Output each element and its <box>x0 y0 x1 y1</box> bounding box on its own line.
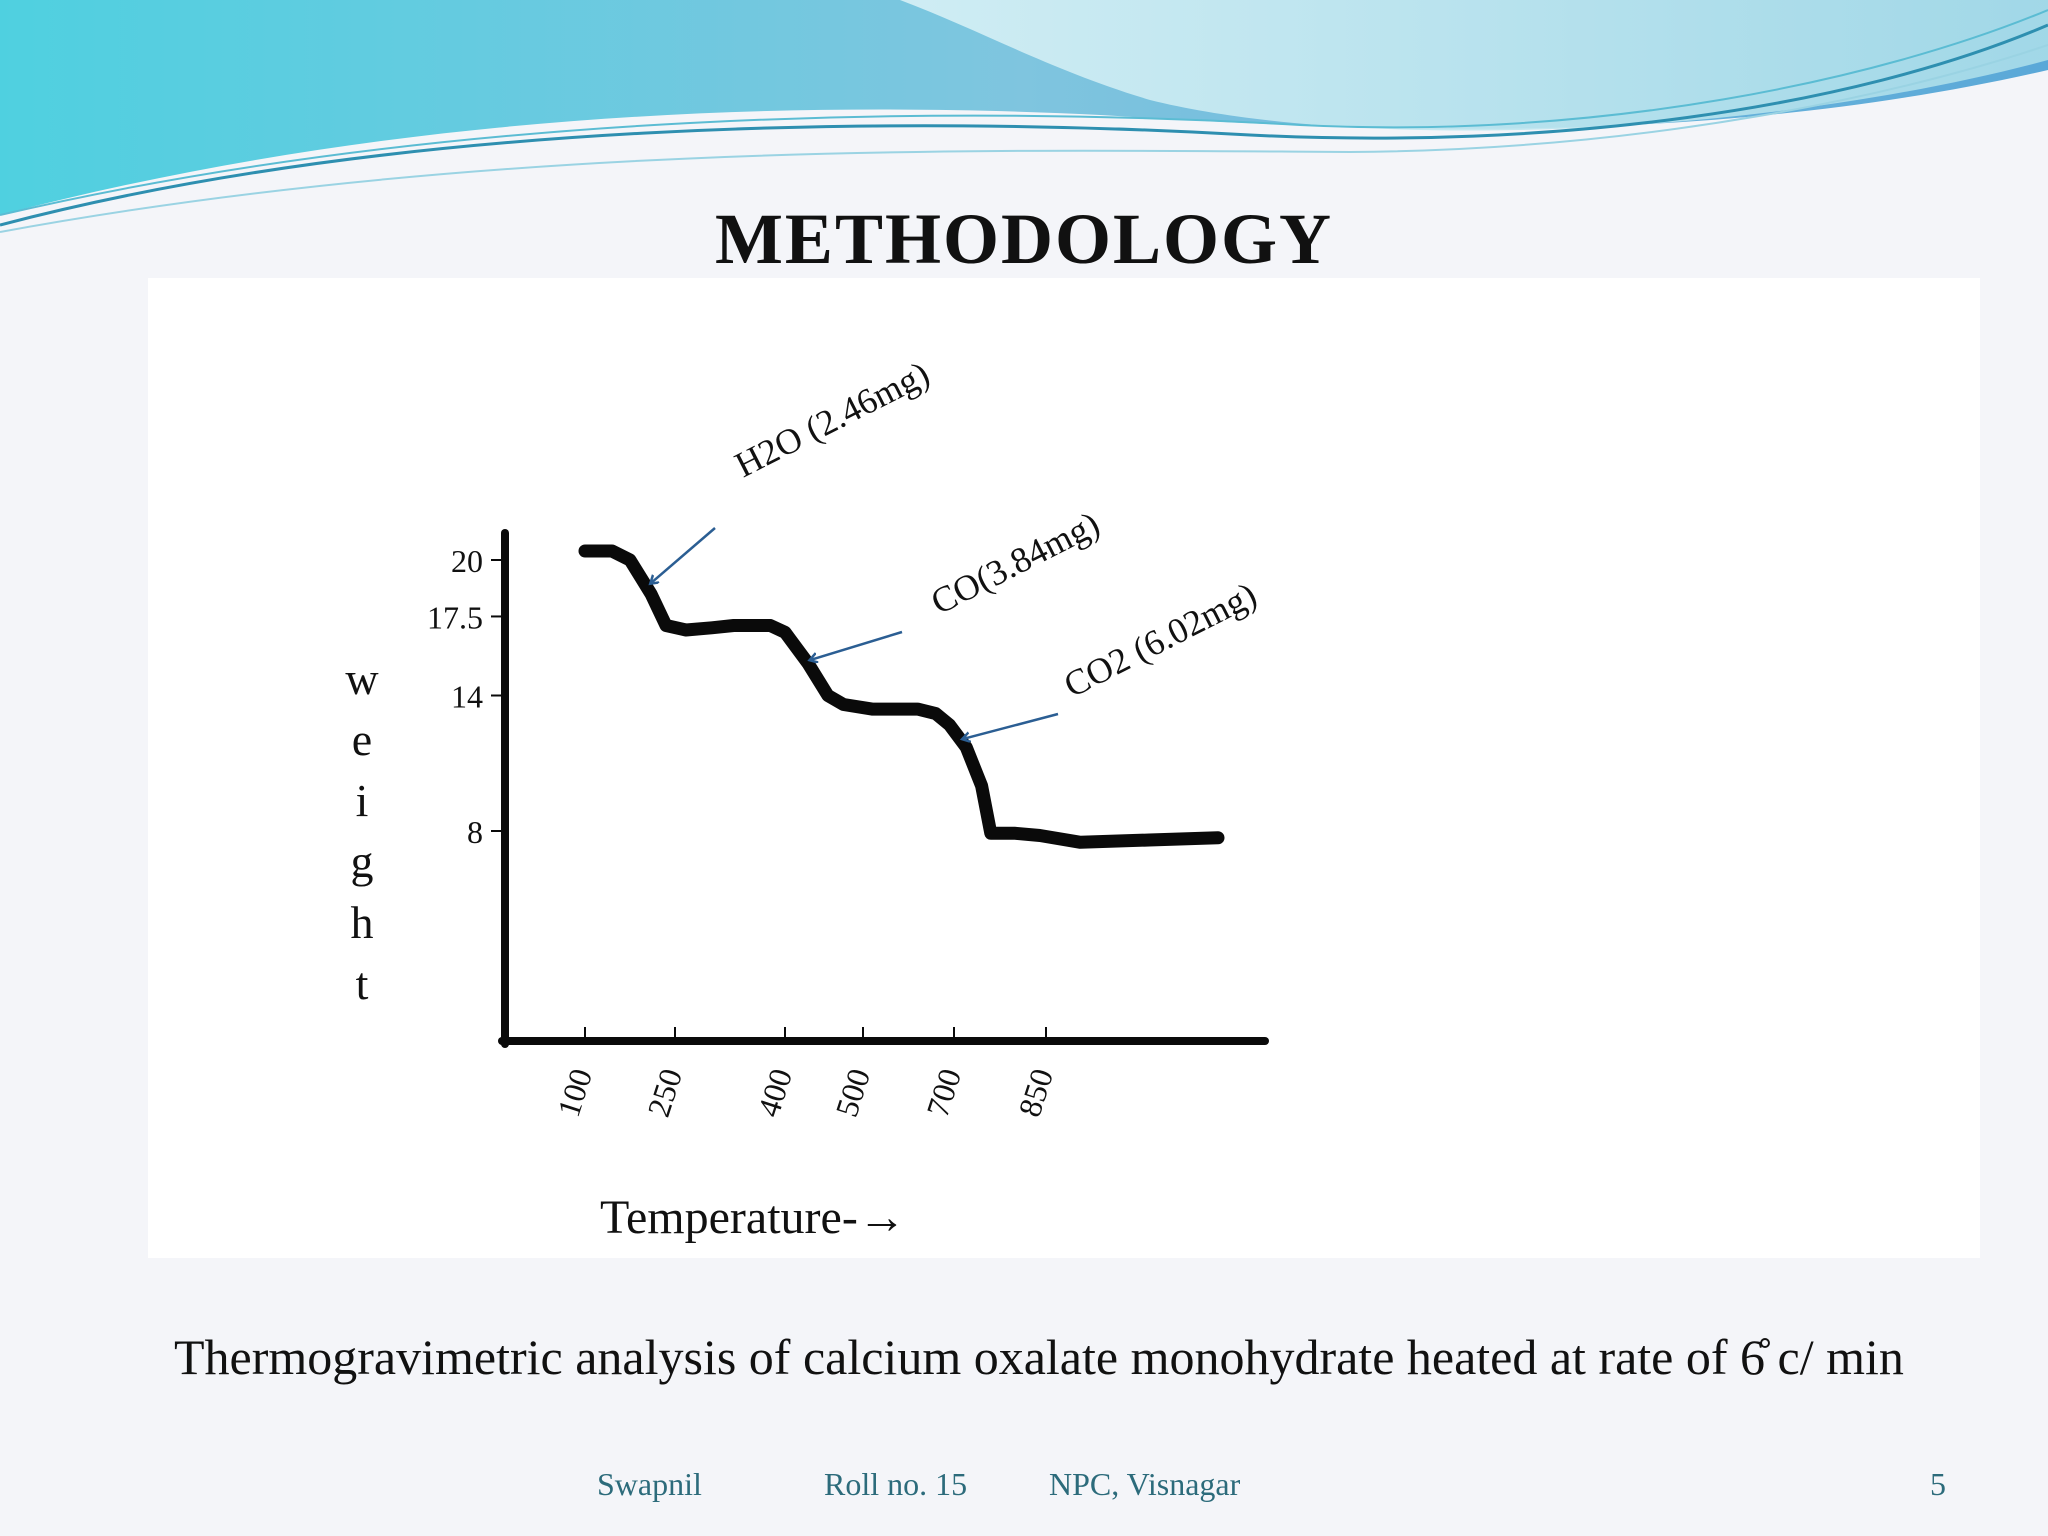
footer-author: Swapnil <box>597 1466 702 1503</box>
y-axis-title-letter: e <box>352 714 372 765</box>
footer-organization: NPC, Visnagar <box>1049 1466 1240 1503</box>
footer-roll-number: Roll no. 15 <box>824 1466 967 1503</box>
chart-caption: Thermogravimetric analysis of calcium ox… <box>174 1326 1974 1388</box>
tga-curve-line <box>585 551 1218 842</box>
footer-page-number: 5 <box>1930 1466 1946 1503</box>
tga-chart: 20 17.5 14 8 100 250 400 500 700 850 H2O (2.46mg)… <box>148 278 1980 1258</box>
x-tick-label: 250 <box>640 1064 689 1121</box>
x-tick-label: 400 <box>750 1064 799 1121</box>
slide-title: Methodology <box>0 198 2048 281</box>
annotation-label: H2O (2.46mg) <box>728 353 935 485</box>
annotation-arrow <box>651 528 715 583</box>
chart-panel: 20 17.5 14 8 100 250 400 500 700 850 H2O (2.46mg)… <box>148 278 1980 1258</box>
y-tick-label: 20 <box>451 543 483 579</box>
x-tick-label: 700 <box>919 1064 968 1121</box>
y-axis-title-letter: w <box>345 653 379 704</box>
y-tick-label: 17.5 <box>427 599 483 635</box>
annotation-arrow <box>963 714 1058 739</box>
x-tick-label: 500 <box>828 1064 877 1121</box>
y-axis-title-letter: g <box>351 836 374 887</box>
x-axis-title: Temperature-→ <box>600 1191 906 1244</box>
annotation-arrow <box>811 632 903 660</box>
y-axis-title-letter: h <box>351 897 374 948</box>
annotation-label: CO2 (6.02mg) <box>1057 574 1262 705</box>
annotation-label: CO(3.84mg) <box>924 503 1105 622</box>
x-tick-label: 850 <box>1011 1064 1060 1121</box>
x-tick-label: 100 <box>550 1064 599 1121</box>
y-tick-label: 8 <box>467 814 483 850</box>
y-axis-title-letter: t <box>356 958 369 1009</box>
y-tick-label: 14 <box>451 679 483 715</box>
y-axis-title-letter: i <box>356 775 369 826</box>
